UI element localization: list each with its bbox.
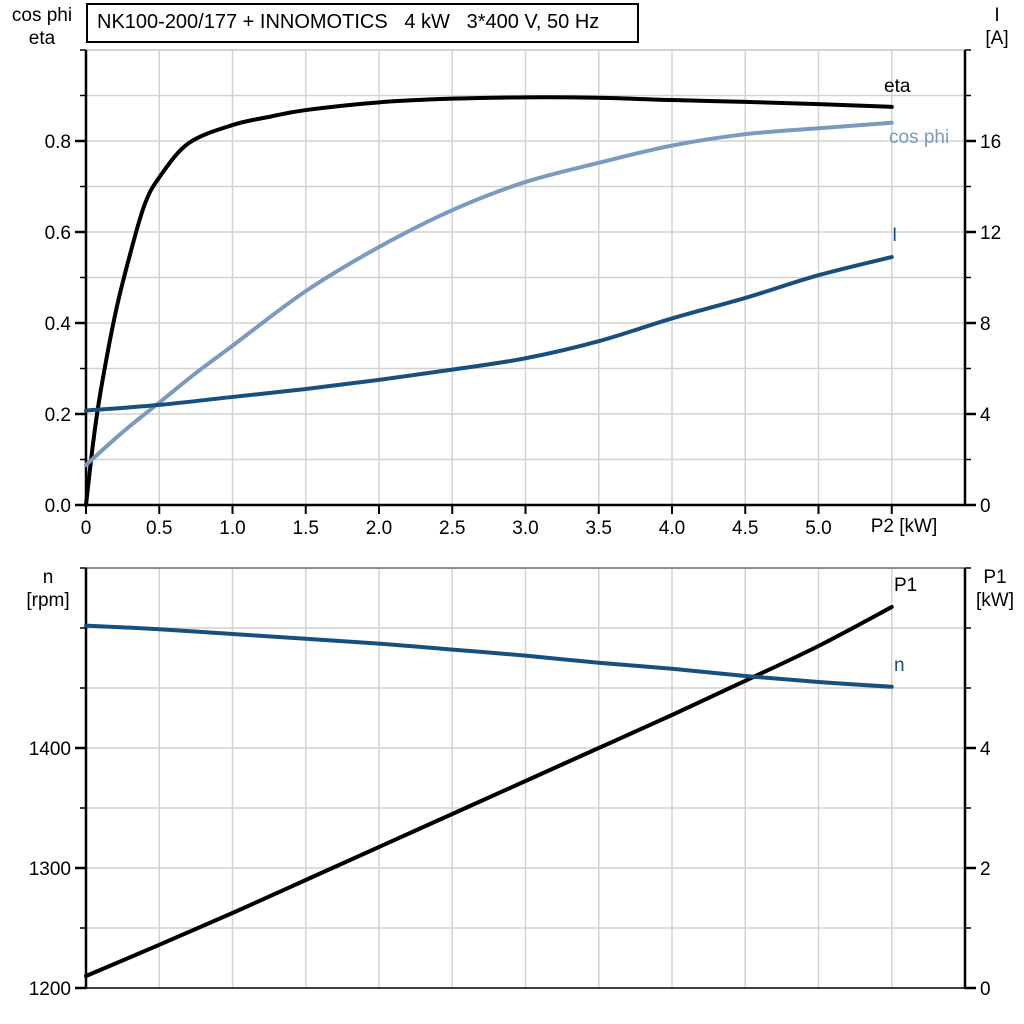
- p1-axis-title: P1: [983, 567, 1007, 588]
- svg-text:0.6: 0.6: [45, 223, 71, 244]
- x-axis-unit-label: P2 [kW]: [870, 516, 938, 537]
- speed-axis-title: n: [42, 567, 54, 588]
- svg-text:0.8: 0.8: [45, 132, 71, 153]
- svg-text:4: 4: [980, 405, 991, 426]
- current-curve-label: I: [892, 225, 898, 246]
- axes: [84, 50, 967, 507]
- svg-text:4.0: 4.0: [659, 518, 685, 539]
- top-chart: 0.0 0.2 0.4 0.6 0.8 0 4 8 12 16 0 0.5 1.0 1.5 2.0 2.5 3.…: [45, 49, 1001, 539]
- svg-text:8: 8: [980, 314, 991, 335]
- svg-text:2.0: 2.0: [366, 518, 392, 539]
- eta-curve: [84, 95, 894, 507]
- cos-phi-axis-title: cos phi: [11, 5, 73, 26]
- svg-text:0.5: 0.5: [146, 518, 172, 539]
- svg-text:1400: 1400: [29, 739, 71, 760]
- bottom-right-axis-title: P1 [kW]: [966, 566, 1024, 612]
- svg-text:0: 0: [980, 979, 991, 1000]
- svg-text:1200: 1200: [29, 979, 71, 1000]
- svg-text:1300: 1300: [29, 859, 71, 880]
- p1-curve: [84, 605, 894, 978]
- svg-text:0.0: 0.0: [45, 496, 71, 517]
- bottom-chart: 1200 1300 1400 0 2 4: [29, 567, 991, 1000]
- p1-curve-label: P1: [894, 575, 918, 596]
- svg-text:3.0: 3.0: [512, 518, 538, 539]
- axes: [84, 568, 967, 989]
- bottom-left-axis-title: n [rpm]: [8, 566, 88, 612]
- svg-text:3.5: 3.5: [586, 518, 612, 539]
- eta-axis-title: eta: [28, 28, 56, 49]
- svg-text:12: 12: [980, 223, 1001, 244]
- cos-phi-curve: [84, 120, 894, 467]
- grid-lines: [86, 568, 965, 988]
- svg-text:1.0: 1.0: [219, 518, 245, 539]
- top-left-axis-title: cos phi eta: [2, 4, 82, 50]
- svg-text:0: 0: [980, 496, 991, 517]
- svg-text:4.5: 4.5: [732, 518, 758, 539]
- top-right-axis-title: I [A]: [972, 4, 1022, 50]
- svg-text:2.5: 2.5: [439, 518, 465, 539]
- n-curve-label: n: [894, 655, 905, 676]
- svg-text:0.4: 0.4: [45, 314, 72, 335]
- svg-text:4: 4: [980, 739, 991, 760]
- svg-text:5.0: 5.0: [805, 518, 831, 539]
- axis-ticks: 1200 1300 1400 0 2 4: [29, 567, 991, 1000]
- svg-text:2: 2: [980, 859, 991, 880]
- cos-phi-curve-label: cos phi: [889, 127, 950, 148]
- current-axis-title: I: [994, 5, 1000, 26]
- svg-text:16: 16: [980, 132, 1001, 153]
- i-curve: [84, 255, 894, 413]
- chart-title-box: NK100-200/177 + INNOMOTICS 4 kW 3*400 V,…: [86, 3, 639, 43]
- current-axis-unit: [A]: [985, 28, 1009, 49]
- grid-lines: [86, 50, 965, 505]
- eta-curve-label: eta: [884, 76, 911, 97]
- speed-axis-unit: [rpm]: [26, 590, 70, 611]
- svg-text:0: 0: [81, 518, 92, 539]
- svg-text:0.2: 0.2: [45, 405, 71, 426]
- n-curve: [84, 623, 894, 689]
- svg-text:1.5: 1.5: [293, 518, 319, 539]
- p1-axis-unit: [kW]: [976, 590, 1014, 611]
